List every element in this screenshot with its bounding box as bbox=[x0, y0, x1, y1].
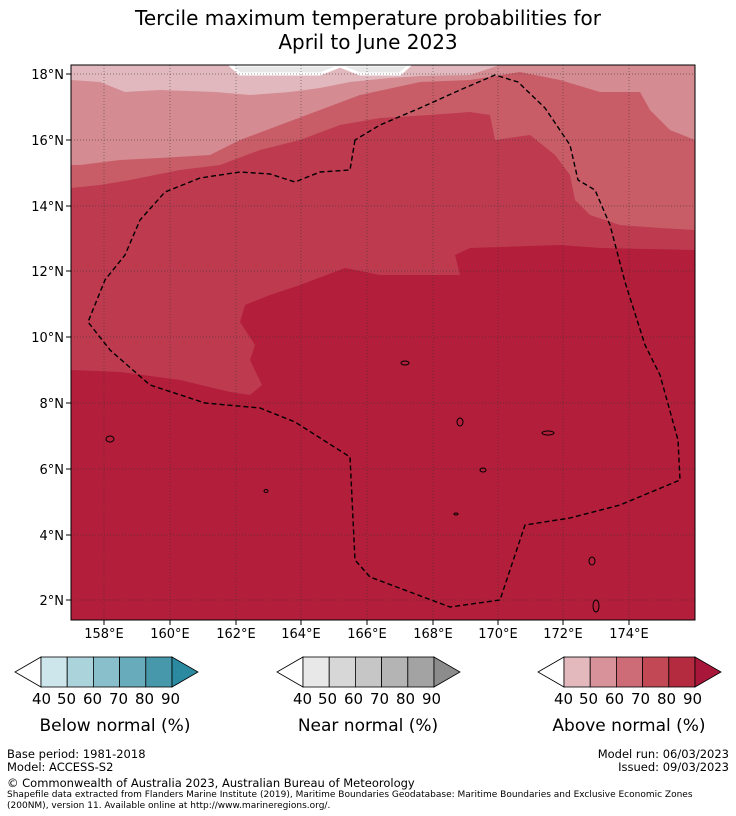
colorbar-segment bbox=[328, 656, 356, 688]
footer-left: Base period: 1981-2018 Model: ACCESS-S2 bbox=[7, 748, 146, 774]
shapefile-line-2: (200NM), version 11. Available online at… bbox=[7, 801, 331, 811]
colorbar-segment bbox=[589, 656, 617, 688]
colorbar-near bbox=[276, 656, 461, 688]
colorbar-segment bbox=[616, 656, 644, 688]
tick: 50 bbox=[57, 690, 77, 708]
lat-label: 12°N bbox=[31, 265, 64, 280]
title-line-2: April to June 2023 bbox=[278, 30, 458, 54]
lon-labels: 158°E 160°E 162°E 164°E 166°E 168°E 170°… bbox=[84, 627, 649, 642]
tick: 60 bbox=[344, 690, 364, 708]
lon-label: 170°E bbox=[478, 627, 518, 642]
tick: 60 bbox=[83, 690, 103, 708]
colorbar-segment bbox=[93, 656, 121, 688]
title-line-1: Tercile maximum temperature probabilitie… bbox=[135, 6, 601, 30]
colorbar-segment bbox=[642, 656, 670, 688]
colorbar-segment bbox=[66, 656, 94, 688]
colorbar-high-extend bbox=[171, 656, 199, 688]
lat-labels: 18°N 16°N 14°N 12°N 10°N 8°N 6°N 4°N 2°N bbox=[31, 68, 64, 609]
gridlines bbox=[71, 65, 695, 620]
lon-label: 174°E bbox=[609, 627, 649, 642]
tick: 80 bbox=[396, 690, 416, 708]
copyright: © Commonwealth of Australia 2023, Austra… bbox=[7, 776, 415, 790]
tick: 40 bbox=[32, 690, 52, 708]
colorbar-below-label: Below normal (%) bbox=[39, 716, 191, 736]
lat-label: 4°N bbox=[40, 529, 65, 544]
lon-label: 168°E bbox=[413, 627, 453, 642]
tick: 60 bbox=[605, 690, 625, 708]
lat-label: 2°N bbox=[40, 594, 65, 609]
lat-label: 6°N bbox=[40, 463, 65, 478]
colorbar-low-extend bbox=[276, 656, 304, 688]
lon-label: 164°E bbox=[281, 627, 321, 642]
tick: 40 bbox=[293, 690, 313, 708]
model-run: Model run: 06/03/2023 bbox=[597, 747, 729, 761]
lat-label: 10°N bbox=[31, 331, 64, 346]
colorbar-high-extend bbox=[694, 656, 722, 688]
shapefile-line-1: Shapefile data extracted from Flanders M… bbox=[7, 790, 693, 800]
base-period: Base period: 1981-2018 bbox=[7, 747, 146, 761]
region-near-normal bbox=[227, 65, 413, 76]
colorbar-low-extend bbox=[537, 656, 565, 688]
colorbar-segment bbox=[145, 656, 173, 688]
colorbar-segment bbox=[381, 656, 409, 688]
islands bbox=[105, 360, 600, 613]
tick: 90 bbox=[422, 690, 442, 708]
model-name: Model: ACCESS-S2 bbox=[7, 760, 114, 774]
lon-label: 158°E bbox=[84, 627, 124, 642]
colorbar-segment bbox=[302, 656, 330, 688]
issued-date: Issued: 09/03/2023 bbox=[618, 760, 729, 774]
map-frame bbox=[70, 64, 696, 621]
colorbar-segment bbox=[40, 656, 68, 688]
lat-label: 18°N bbox=[31, 68, 64, 83]
colorbar-segment bbox=[563, 656, 591, 688]
tick: 80 bbox=[135, 690, 155, 708]
tick: 70 bbox=[370, 690, 390, 708]
tick: 50 bbox=[579, 690, 599, 708]
tick: 80 bbox=[657, 690, 677, 708]
colorbar-segment bbox=[119, 656, 147, 688]
lat-label: 8°N bbox=[40, 397, 65, 412]
footer-right: Model run: 06/03/2023 Issued: 09/03/2023 bbox=[598, 748, 729, 774]
chart-title: Tercile maximum temperature probabilitie… bbox=[0, 6, 736, 54]
eez-boundary bbox=[87, 74, 681, 608]
tick: 50 bbox=[318, 690, 338, 708]
colorbar-high-extend bbox=[433, 656, 461, 688]
tick: 70 bbox=[631, 690, 651, 708]
shapefile-credit: Shapefile data extracted from Flanders M… bbox=[7, 790, 732, 812]
lat-label: 14°N bbox=[31, 200, 64, 215]
probability-field bbox=[71, 65, 695, 620]
tick: 90 bbox=[683, 690, 703, 708]
colorbar-segment bbox=[354, 656, 382, 688]
lat-ticks bbox=[66, 73, 71, 601]
tick: 90 bbox=[161, 690, 181, 708]
colorbar-above-label: Above normal (%) bbox=[552, 716, 706, 736]
colorbar-above bbox=[537, 656, 722, 688]
lon-label: 162°E bbox=[216, 627, 256, 642]
colorbar-low-extend bbox=[14, 656, 42, 688]
lon-label: 172°E bbox=[543, 627, 583, 642]
tick: 40 bbox=[554, 690, 574, 708]
colorbar-segment bbox=[407, 656, 435, 688]
tick: 70 bbox=[109, 690, 129, 708]
lon-label: 160°E bbox=[150, 627, 190, 642]
colorbar-below bbox=[14, 656, 199, 688]
lon-label: 166°E bbox=[347, 627, 387, 642]
colorbar-segment bbox=[668, 656, 696, 688]
lat-label: 16°N bbox=[31, 134, 64, 149]
lon-ticks bbox=[103, 620, 630, 625]
colorbar-near-label: Near normal (%) bbox=[297, 716, 439, 736]
